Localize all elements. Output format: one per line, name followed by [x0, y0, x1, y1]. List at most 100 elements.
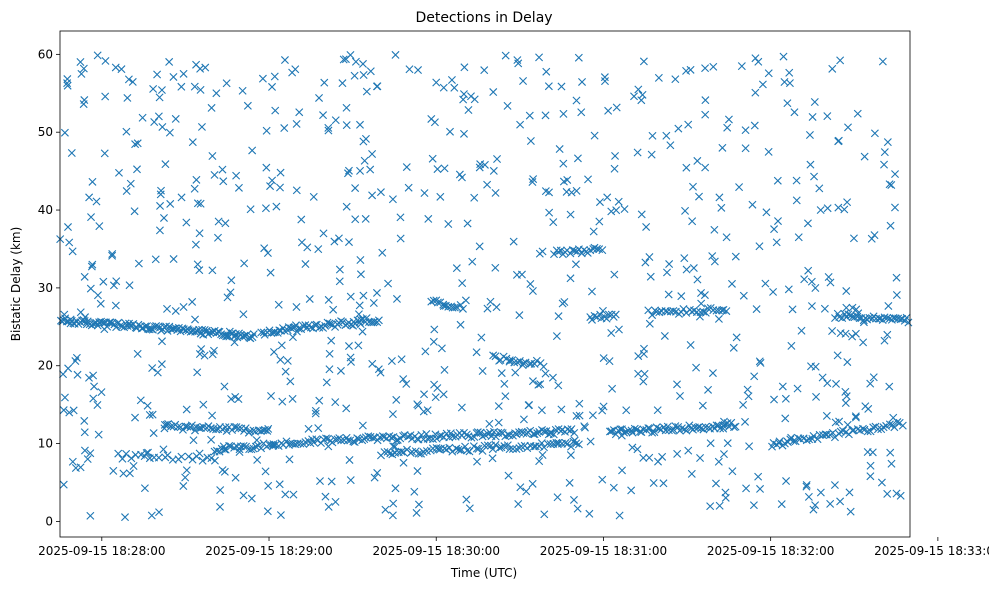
- detection-point: [412, 508, 421, 517]
- detection-point: [843, 420, 852, 429]
- detection-point: [350, 438, 359, 447]
- detection-point: [607, 427, 616, 436]
- detection-point: [660, 331, 669, 340]
- detection-point: [389, 442, 398, 451]
- detection-point: [609, 483, 618, 492]
- detection-point: [166, 199, 175, 208]
- detection-point: [501, 51, 510, 60]
- detection-point: [122, 449, 131, 458]
- detection-point: [773, 176, 782, 185]
- detection-point: [252, 436, 261, 445]
- detection-point: [368, 150, 377, 158]
- detection-point: [358, 59, 367, 68]
- detection-point: [192, 175, 201, 184]
- detection-point: [684, 120, 693, 129]
- detection-point: [331, 398, 340, 407]
- detection-point: [179, 482, 188, 491]
- detection-point: [308, 435, 317, 444]
- detection-point: [528, 479, 537, 488]
- detection-point: [559, 177, 568, 186]
- detection-point: [501, 392, 510, 401]
- detection-point: [546, 428, 555, 437]
- detection-point: [686, 341, 695, 350]
- detection-point: [354, 310, 363, 319]
- detection-point: [76, 463, 85, 472]
- detection-point: [391, 50, 400, 59]
- detection-point: [430, 118, 439, 127]
- detection-point: [320, 78, 329, 87]
- detection-point: [150, 118, 159, 126]
- detection-point: [303, 243, 312, 252]
- detection-point: [197, 345, 206, 354]
- detection-point: [399, 448, 408, 457]
- detection-point: [392, 395, 401, 404]
- detection-point: [334, 234, 343, 243]
- detection-point: [528, 287, 537, 296]
- detection-point: [197, 122, 206, 131]
- detection-point: [570, 246, 579, 255]
- detection-point: [219, 442, 228, 451]
- detection-point: [191, 315, 200, 324]
- detection-point: [842, 303, 851, 312]
- detection-point: [119, 469, 128, 478]
- detection-point: [444, 220, 453, 228]
- detection-point: [880, 148, 889, 157]
- detection-point: [806, 160, 815, 169]
- detection-point: [79, 100, 88, 109]
- detection-point: [200, 351, 209, 360]
- detection-point: [483, 180, 492, 189]
- detection-point: [494, 402, 503, 411]
- detection-point: [369, 433, 377, 442]
- detection-point: [314, 245, 323, 254]
- detection-point: [193, 260, 202, 269]
- detection-point: [196, 199, 205, 208]
- detection-point: [828, 64, 837, 73]
- detection-point: [889, 413, 898, 422]
- x-tick-label: 2025-09-15 18:33:00: [874, 544, 989, 558]
- detection-point: [655, 424, 664, 433]
- detection-point: [311, 406, 320, 415]
- detection-point: [571, 260, 580, 269]
- detection-point: [590, 131, 599, 140]
- detection-point: [813, 435, 822, 444]
- detection-point: [831, 418, 840, 427]
- detection-point: [531, 442, 540, 451]
- detection-point: [743, 385, 752, 394]
- detection-point: [361, 134, 370, 143]
- detection-point: [682, 426, 691, 435]
- detection-point: [210, 170, 219, 179]
- detection-point: [634, 352, 643, 361]
- detection-point: [85, 373, 93, 382]
- detection-point: [870, 129, 879, 138]
- detection-point: [472, 444, 481, 453]
- detection-point: [342, 121, 351, 130]
- detection-point: [522, 487, 531, 496]
- detection-point: [218, 165, 227, 174]
- detection-point: [692, 363, 701, 372]
- detection-point: [344, 238, 353, 247]
- detection-point: [569, 495, 578, 504]
- detection-point: [325, 365, 334, 374]
- y-tick-label: 60: [38, 47, 53, 61]
- detection-point: [580, 422, 589, 431]
- detection-point: [659, 479, 668, 488]
- detection-point: [752, 305, 761, 314]
- detection-point: [212, 425, 220, 434]
- detection-point: [511, 368, 520, 377]
- y-axis-title: Bistatic Delay (km): [9, 227, 23, 342]
- x-tick-label: 2025-09-15 18:31:00: [540, 544, 667, 558]
- detection-point: [276, 511, 285, 520]
- detection-point: [648, 428, 657, 437]
- detection-point: [342, 202, 351, 211]
- detection-point: [183, 422, 192, 431]
- detection-point: [669, 307, 678, 315]
- detection-point: [841, 399, 850, 408]
- detection-point: [463, 446, 472, 455]
- detection-point: [756, 484, 765, 493]
- detection-point: [311, 321, 320, 329]
- detection-point: [715, 501, 724, 510]
- detection-point: [892, 291, 901, 299]
- detection-point: [155, 93, 164, 102]
- detection-point: [399, 458, 408, 467]
- detection-point: [844, 310, 853, 319]
